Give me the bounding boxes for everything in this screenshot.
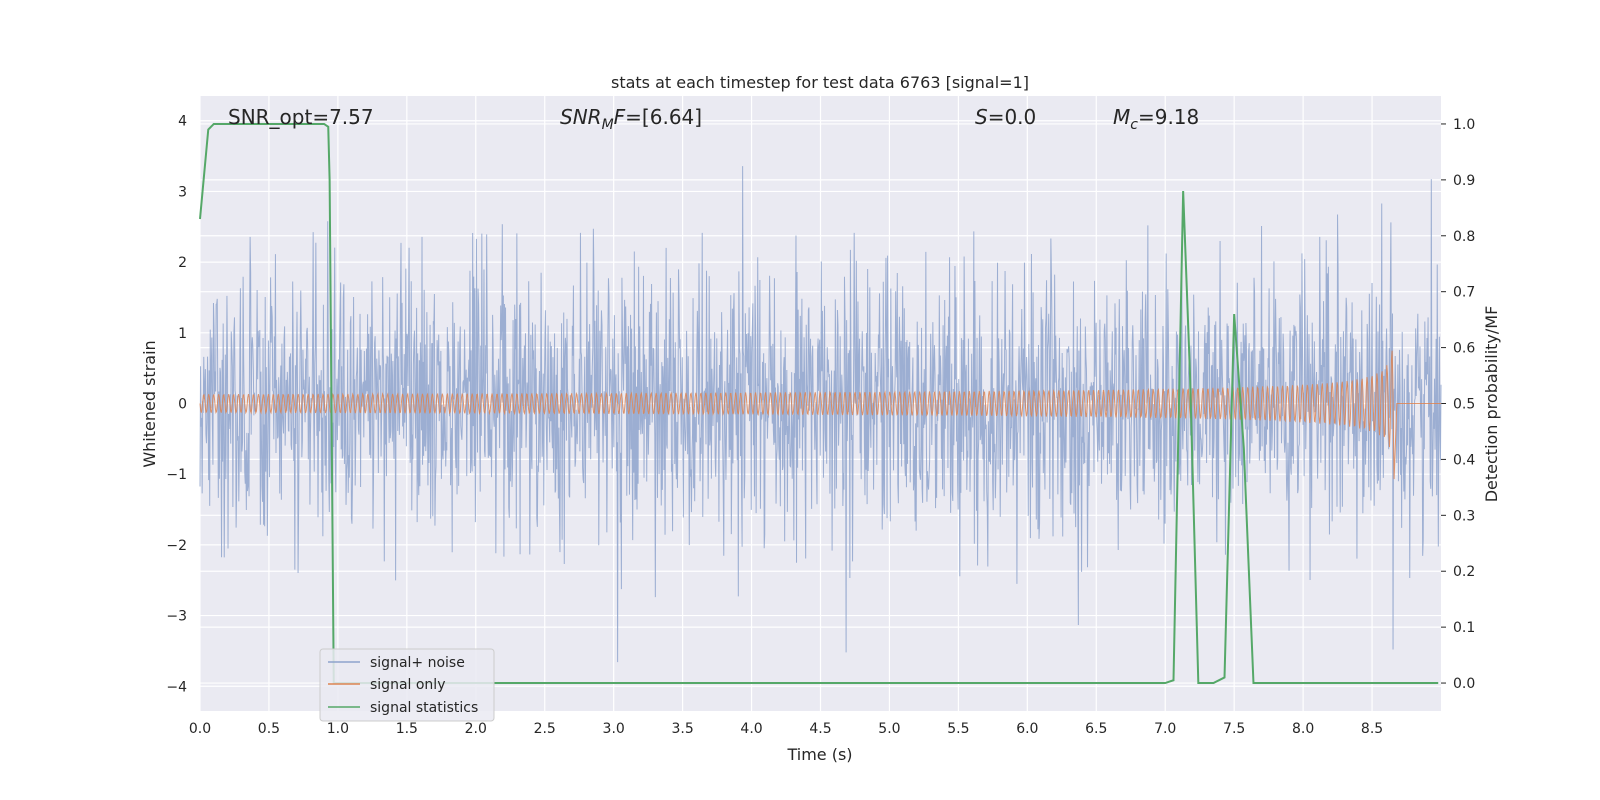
y-tick-label: 1 — [178, 326, 187, 342]
legend-box — [319, 648, 495, 722]
right-y-tick-label: 0.0 — [1453, 676, 1475, 692]
x-tick-label: 3.5 — [671, 721, 693, 737]
right-y-tick-label: 0.6 — [1453, 341, 1475, 357]
x-tick-label: 3.0 — [603, 721, 625, 737]
x-axis-label: Time (s) — [786, 745, 852, 764]
y-tick-label: −2 — [166, 538, 187, 554]
legend-label-stats: signal statistics — [370, 700, 478, 716]
right-y-tick-label: 0.4 — [1453, 452, 1475, 468]
legend-label-noise: signal+ noise — [370, 655, 465, 671]
y-tick-label: 3 — [178, 184, 187, 200]
series-signal-statistics — [199, 122, 1439, 685]
x-tick-label: 2.0 — [465, 721, 487, 737]
y-tick-label: 4 — [178, 114, 187, 130]
x-tick-label: 7.5 — [1223, 721, 1245, 737]
annotation-mc: Mc=9.18 — [1113, 105, 1199, 133]
annotation-s: S=0.0 — [975, 105, 1036, 129]
mc-label: M — [1113, 105, 1130, 129]
annotation-snr-opt: SNR_opt=7.57 — [228, 105, 374, 129]
snr-mf-value: =[6.64] — [625, 105, 702, 129]
y-tick-label: 2 — [178, 255, 187, 271]
y-tick-label: 0 — [178, 397, 187, 413]
x-tick-labels: 0.0 0.5 1.0 1.5 2.0 2.5 3.0 3.5 4.0 4.5 5.0 5.5 6.0 6… — [189, 721, 1383, 737]
right-y-tick-label: 0.9 — [1453, 173, 1475, 189]
y-tick-labels: 4 3 2 1 0 −1 −2 −3 −4 — [166, 114, 187, 696]
snr-mf-label: SNR — [560, 105, 602, 129]
x-tick-label: 6.5 — [1085, 721, 1107, 737]
x-tick-label: 0.5 — [258, 721, 280, 737]
mc-subscript: c — [1130, 117, 1138, 133]
series-signal-only — [199, 350, 1441, 480]
right-y-tick-label: 0.8 — [1453, 229, 1475, 245]
x-tick-label: 6.0 — [1016, 721, 1038, 737]
snr-mf-subscript: M — [602, 117, 614, 133]
right-y-tick-label: 0.2 — [1453, 564, 1475, 580]
x-tick-label: 1.5 — [396, 721, 418, 737]
y-axis-label: Whitened strain — [140, 340, 159, 467]
x-tick-label: 2.5 — [534, 721, 556, 737]
legend: signal+ noise signal only signal statist… — [319, 648, 495, 722]
legend-label-signal: signal only — [370, 677, 445, 693]
x-tick-label: 8.0 — [1292, 721, 1314, 737]
s-value: =0.0 — [988, 105, 1037, 129]
right-y-tick-label: 1.0 — [1453, 117, 1475, 133]
series-layer — [199, 122, 1442, 685]
x-tick-label: 5.0 — [878, 721, 900, 737]
x-tick-label: 0.0 — [189, 721, 211, 737]
snr-mf-suffix: F — [614, 105, 626, 129]
s-label: S — [975, 105, 988, 129]
x-tick-label: 5.5 — [947, 721, 969, 737]
y-tick-label: −3 — [166, 609, 187, 625]
annotation-snr-mf: SNRMF=[6.64] — [560, 105, 702, 133]
y-tick-label: −1 — [166, 467, 187, 483]
mc-value: =9.18 — [1138, 105, 1199, 129]
x-tick-label: 4.0 — [740, 721, 762, 737]
right-y-axis-label: Detection probability/MF — [1482, 306, 1501, 503]
x-tick-label: 4.5 — [809, 721, 831, 737]
y-tick-label: −4 — [166, 679, 187, 695]
x-tick-label: 1.0 — [327, 721, 349, 737]
right-y-tick-label: 0.3 — [1453, 508, 1475, 524]
right-y-tick-label: 0.1 — [1453, 620, 1475, 636]
right-y-tick-label: 0.7 — [1453, 285, 1475, 301]
right-y-tick-label: 0.5 — [1453, 397, 1475, 413]
right-y-tick-labels: 1.0 0.9 0.8 0.7 0.6 0.5 0.4 0.3 0.2 0.1 0.0 — [1453, 117, 1475, 692]
x-tick-label: 7.0 — [1154, 721, 1176, 737]
chart-title: stats at each timestep for test data 676… — [611, 73, 1029, 92]
x-tick-label: 8.5 — [1361, 721, 1383, 737]
